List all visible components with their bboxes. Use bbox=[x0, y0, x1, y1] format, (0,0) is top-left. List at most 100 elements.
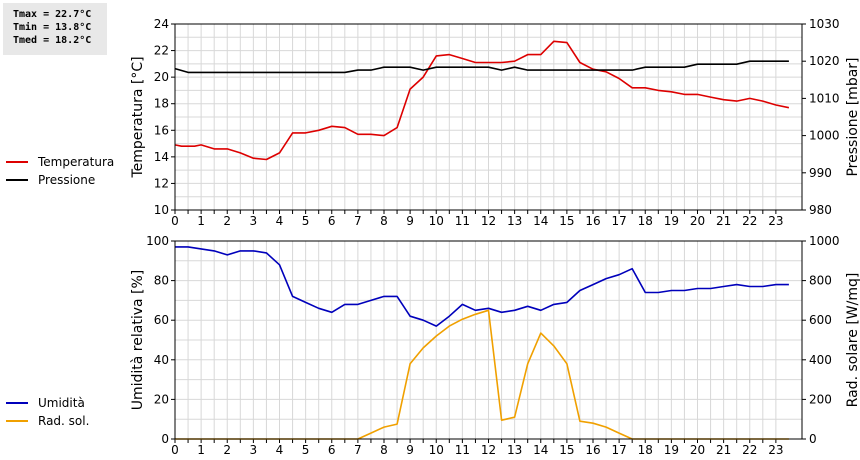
chart2-y2-axis-label: Rad. solare [W/mq] bbox=[845, 273, 860, 408]
legend-swatch-temperatura bbox=[6, 161, 28, 163]
chart1-y-tick-label: 20 bbox=[154, 70, 169, 84]
chart1-x-tick-label: 0 bbox=[171, 214, 179, 228]
chart2-y2-tick-label: 600 bbox=[809, 313, 832, 327]
chart2-x-tick-label: 5 bbox=[302, 443, 310, 457]
chart1-series-pressione-line bbox=[174, 60, 789, 74]
chart1-x-tick-label: 1 bbox=[197, 214, 205, 228]
chart1-x-tick-label: 20 bbox=[690, 214, 705, 228]
chart2-x-tick-label: 23 bbox=[768, 443, 783, 457]
stats-box: Tmax = 22.7°C Tmin = 13.8°C Tmed = 18.2°… bbox=[3, 3, 107, 55]
chart1-x-tick-label: 2 bbox=[223, 214, 231, 228]
chart2-series-rad-sol-line bbox=[175, 309, 789, 440]
chart2-x-tick-label: 21 bbox=[716, 443, 731, 457]
chart1-plot-border bbox=[174, 23, 803, 211]
chart2-x-tick-label: 1 bbox=[197, 443, 205, 457]
chart2-series-umidit-line bbox=[175, 246, 789, 327]
chart2-x-tick-label: 3 bbox=[250, 443, 258, 457]
chart1-x-tick-label: 21 bbox=[716, 214, 731, 228]
legend-swatch-umidita bbox=[6, 402, 28, 404]
chart1-x-tick-label: 5 bbox=[302, 214, 310, 228]
chart1-y-tick-label: 24 bbox=[154, 17, 169, 31]
tmax-text: Tmax = 22.7°C bbox=[13, 9, 92, 20]
chart2-y2-tick-label: 400 bbox=[809, 353, 832, 367]
chart1-x-tick-label: 18 bbox=[638, 214, 653, 228]
chart2-y2-tick-label: 200 bbox=[809, 392, 832, 406]
chart2-x-tick-label: 9 bbox=[406, 443, 414, 457]
chart2-x-tick-label: 14 bbox=[533, 443, 548, 457]
chart1-y-tick-label: 18 bbox=[154, 97, 169, 111]
legend-swatch-pressione bbox=[6, 179, 28, 181]
chart2-x-tick-label: 17 bbox=[611, 443, 626, 457]
chart1-y-tick-label: 16 bbox=[154, 123, 169, 137]
chart1-x-tick-label: 3 bbox=[250, 214, 258, 228]
chart2-x-tick-label: 11 bbox=[455, 443, 470, 457]
chart2-y-tick-label: 80 bbox=[154, 274, 169, 288]
chart1-y-axis-label: Temperatura [°C] bbox=[130, 56, 146, 178]
chart1-y-tick-label: 22 bbox=[154, 44, 169, 58]
chart2-x-tick-label: 16 bbox=[585, 443, 600, 457]
chart2-x-tick-label: 7 bbox=[354, 443, 362, 457]
legend-swatch-rad-sol bbox=[6, 420, 28, 422]
legend-label-pressione: Pressione bbox=[38, 173, 96, 187]
chart2-x-tick-label: 6 bbox=[328, 443, 336, 457]
chart2-y2-tick-label: 1000 bbox=[809, 234, 840, 248]
chart2-y-tick-label: 40 bbox=[154, 353, 169, 367]
legend-top: Temperatura Pressione bbox=[6, 153, 114, 189]
chart2-x-tick-label: 2 bbox=[223, 443, 231, 457]
chart2-y-tick-label: 60 bbox=[154, 313, 169, 327]
chart2-x-tick-label: 19 bbox=[664, 443, 679, 457]
chart1-y2-tick-label: 990 bbox=[809, 166, 832, 180]
chart2-y-tick-label: 0 bbox=[161, 432, 169, 446]
chart2-x-tick-label: 13 bbox=[507, 443, 522, 457]
legend-bottom: Umidità Rad. sol. bbox=[6, 394, 89, 430]
tmed-text: Tmed = 18.2°C bbox=[13, 35, 92, 46]
chart1-x-tick-label: 16 bbox=[585, 214, 600, 228]
chart2-x-tick-label: 0 bbox=[171, 443, 179, 457]
chart1-x-tick-label: 7 bbox=[354, 214, 362, 228]
chart2-y2-tick-label: 0 bbox=[809, 432, 817, 446]
chart1-x-tick-label: 23 bbox=[768, 214, 783, 228]
legend-item-pressione: Pressione bbox=[6, 171, 114, 189]
chart2-plot-border bbox=[174, 240, 803, 440]
chart2-x-tick-label: 20 bbox=[690, 443, 705, 457]
chart1-y-tick-label: 12 bbox=[154, 176, 169, 190]
chart2-x-tick-label: 4 bbox=[276, 443, 284, 457]
chart1-x-tick-label: 9 bbox=[406, 214, 414, 228]
chart1-y-tick-label: 10 bbox=[154, 203, 169, 217]
chart2-x-tick-label: 15 bbox=[559, 443, 574, 457]
tmin-text: Tmin = 13.8°C bbox=[13, 22, 92, 33]
chart1-x-tick-label: 17 bbox=[611, 214, 626, 228]
chart1-x-tick-label: 8 bbox=[380, 214, 388, 228]
chart1-x-tick-label: 22 bbox=[742, 214, 757, 228]
chart2-x-tick-label: 18 bbox=[638, 443, 653, 457]
chart2-x-tick-label: 12 bbox=[481, 443, 496, 457]
chart1-x-tick-label: 11 bbox=[455, 214, 470, 228]
legend-label-temperatura: Temperatura bbox=[38, 155, 115, 169]
chart1-x-tick-label: 13 bbox=[507, 214, 522, 228]
legend-item-umidita: Umidità bbox=[6, 394, 89, 412]
chart2-x-tick-label: 22 bbox=[742, 443, 757, 457]
chart1-y-tick-label: 14 bbox=[154, 150, 169, 164]
chart2-y2-tick-label: 800 bbox=[809, 274, 832, 288]
legend-label-rad-sol: Rad. sol. bbox=[38, 414, 90, 428]
chart2-x-tick-label: 8 bbox=[380, 443, 388, 457]
chart1-y2-tick-label: 1000 bbox=[809, 129, 840, 143]
chart1-y2-tick-label: 1010 bbox=[809, 91, 840, 105]
chart1-y2-axis-label: Pressione [mbar] bbox=[845, 57, 860, 176]
chart1-x-tick-label: 15 bbox=[559, 214, 574, 228]
chart1-x-tick-label: 10 bbox=[429, 214, 444, 228]
chart1-y2-tick-label: 1020 bbox=[809, 54, 840, 68]
chart2-y-tick-label: 100 bbox=[146, 234, 169, 248]
chart1-x-tick-label: 19 bbox=[664, 214, 679, 228]
legend-item-temperatura: Temperatura bbox=[6, 153, 114, 171]
chart2-y-tick-label: 20 bbox=[154, 392, 169, 406]
legend-label-umidita: Umidità bbox=[38, 396, 85, 410]
chart1-x-tick-label: 14 bbox=[533, 214, 548, 228]
chart1-series-temperatura-line bbox=[174, 40, 790, 161]
chart2-y-axis-label: Umidità relativa [%] bbox=[130, 270, 146, 411]
chart1-x-tick-label: 6 bbox=[328, 214, 336, 228]
chart1-x-tick-label: 12 bbox=[481, 214, 496, 228]
legend-item-rad-sol: Rad. sol. bbox=[6, 412, 89, 430]
chart1-y2-tick-label: 980 bbox=[809, 203, 832, 217]
